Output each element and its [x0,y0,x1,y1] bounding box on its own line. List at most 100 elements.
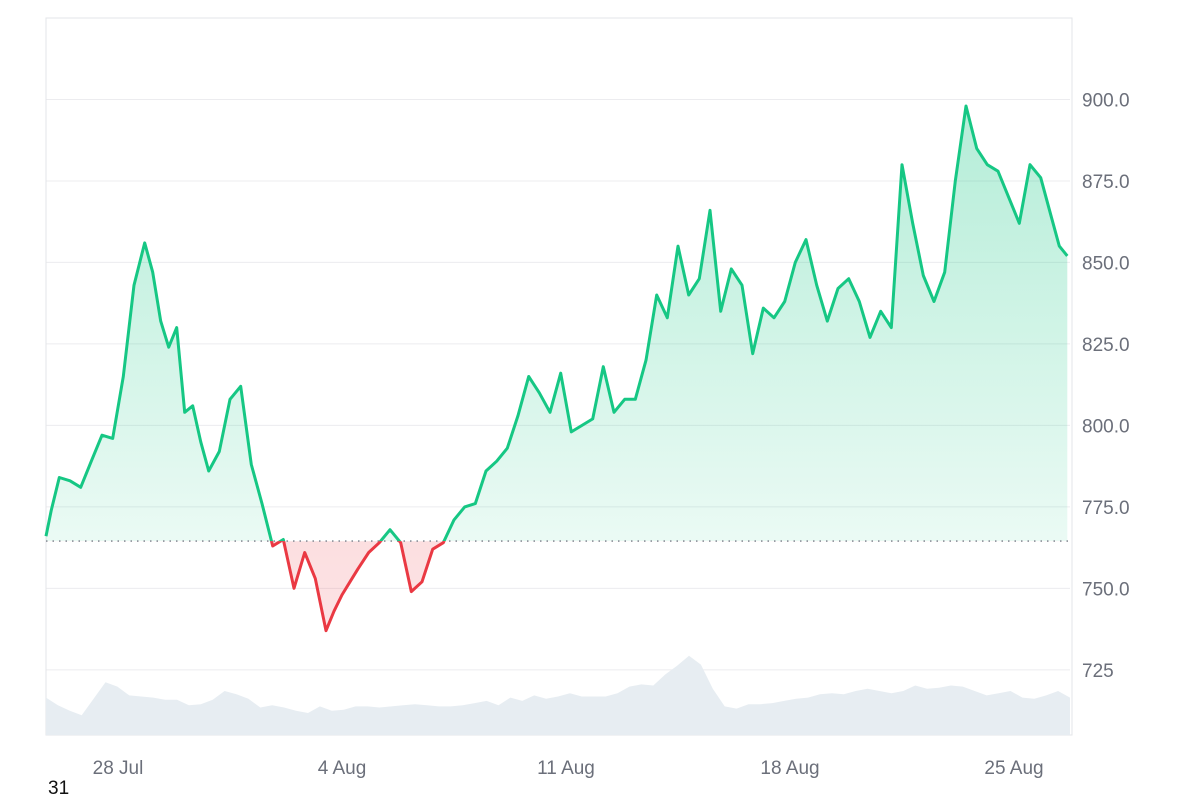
price-point [1039,176,1043,180]
x-tick-label: 25 Aug [984,758,1043,779]
price-point [548,410,552,414]
price-point [772,316,776,320]
price-point [761,306,765,310]
price-point [217,450,221,454]
price-point [943,270,947,274]
price-point [89,459,93,463]
price-point [159,319,163,323]
volume-silhouette [46,655,1070,735]
price-point [591,417,595,421]
price-point [601,365,605,369]
price-point [911,221,915,225]
price-point [49,508,53,512]
price-point [175,326,179,330]
price-point [1007,195,1011,199]
price-point [815,283,819,287]
price-point [1049,215,1053,219]
price-point [167,345,171,349]
price-point [868,335,872,339]
price-point [239,384,243,388]
price-point [121,375,125,379]
price-point [151,270,155,274]
price-point [68,479,72,483]
price-point [996,169,1000,173]
price-point [975,146,979,150]
price-point [420,580,424,584]
price-point [199,440,203,444]
price-point [580,423,584,427]
price-point [687,293,691,297]
y-tick-label: 750.0 [1082,579,1130,600]
price-point [964,104,968,108]
price-point [228,397,232,401]
price-point [793,260,797,264]
price-point [340,593,344,597]
price-point [111,436,115,440]
price-area-fill [46,106,1068,631]
price-point [332,609,336,613]
price-point [79,485,83,489]
price-point [921,274,925,278]
area-above-baseline [46,106,1068,542]
price-point [889,326,893,330]
price-point [143,241,147,245]
price-point [623,397,627,401]
price-point [207,469,211,473]
y-tick-label: 875.0 [1082,172,1130,193]
price-point [932,300,936,304]
y-tick-label: 825.0 [1082,335,1130,356]
price-point [431,547,435,551]
price-point [559,371,563,375]
x-tick-label: 11 Aug [537,758,595,779]
y-axis: 725 750.0 775.0 800.0 825.0 850.0 875.0 900.0 [1082,90,1130,681]
price-point [495,459,499,463]
price-point [633,397,637,401]
price-point [569,430,573,434]
price-point [857,300,861,304]
price-point [697,277,701,281]
price-point [516,414,520,418]
price-point [292,586,296,590]
price-point [719,309,723,313]
price-point [836,287,840,291]
price-point [484,469,488,473]
price-point [260,502,264,506]
price-point [729,267,733,271]
price-point [463,505,467,509]
price-point [1017,221,1021,225]
price-point [900,163,904,167]
price-point [303,551,307,555]
price-point [1057,244,1061,248]
price-point [783,300,787,304]
price-point [356,567,360,571]
price-point [100,433,104,437]
price-point [388,528,392,532]
price-line [44,104,1069,633]
x-tick-label: 28 Jul [93,758,144,779]
volume-area [46,655,1070,735]
price-point [665,316,669,320]
price-point [953,179,957,183]
footnote-number: 31 [48,778,70,799]
x-tick-label: 4 Aug [318,758,367,779]
price-point [708,208,712,212]
price-point [377,541,381,545]
price-point [612,410,616,414]
price-point [44,534,48,538]
price-point [348,580,352,584]
price-point [183,410,187,414]
price-point [655,293,659,297]
price-point [441,541,445,545]
price-point [1065,254,1069,258]
price-point [676,244,680,248]
price-point [399,541,403,545]
price-point [57,476,61,480]
price-point [1028,163,1032,167]
price-point [249,463,253,467]
price-point [409,590,413,594]
price-point [367,551,371,555]
price-point [505,446,509,450]
price-point [537,391,541,395]
y-tick-label: 800.0 [1082,416,1130,437]
